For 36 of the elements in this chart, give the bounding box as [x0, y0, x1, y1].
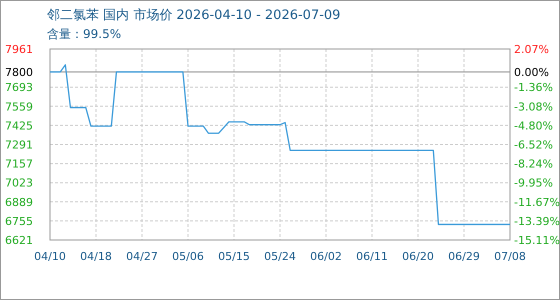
x-tick-label: 04/27 — [126, 250, 158, 263]
y-tick-label: 7425 — [5, 119, 33, 132]
y2-tick-label: -13.39% — [514, 214, 560, 228]
y2-tick-label: -11.67% — [514, 196, 560, 209]
y-tick-label: 7559 — [5, 100, 33, 114]
x-tick-label: 05/06 — [172, 250, 204, 263]
x-tick-label: 06/20 — [402, 250, 434, 263]
y2-tick-label: -3.08% — [514, 100, 553, 114]
x-tick-label: 06/11 — [356, 250, 388, 263]
x-tick-label: 06/02 — [310, 250, 342, 263]
y-tick-label: 7023 — [5, 176, 33, 190]
y-tick-label: 7693 — [5, 81, 33, 94]
x-tick-label: 06/29 — [448, 250, 480, 263]
y-tick-label: 6889 — [5, 196, 33, 209]
y2-tick-label: 0.00% — [514, 66, 549, 80]
y2-tick-label: -15.11% — [514, 234, 560, 247]
x-tick-label: 05/24 — [264, 250, 296, 263]
y-tick-label: 7800 — [5, 66, 33, 79]
y2-tick-label: -9.95% — [514, 176, 553, 190]
y-tick-label: 7961 — [5, 43, 33, 56]
y2-tick-label: -8.24% — [514, 158, 553, 171]
x-tick-label: 04/18 — [80, 250, 112, 263]
x-tick-label: 04/10 — [34, 250, 66, 263]
y-tick-label: 6755 — [5, 214, 33, 228]
y-tick-label: 6621 — [5, 234, 33, 247]
chart-title: 邻二氯苯 国内 市场价 2026-04-10 - 2026-07-09 — [47, 8, 340, 23]
line-series — [49, 64, 511, 226]
y2-tick-label: -6.52% — [514, 138, 553, 152]
y2-tick-label: -4.80% — [514, 119, 553, 132]
x-tick-label: 07/08 — [494, 250, 526, 263]
y-tick-label: 7291 — [5, 138, 33, 152]
chart-subtitle: 含量：99.5% — [47, 27, 122, 41]
y2-tick-label: 2.07% — [514, 43, 549, 56]
y-tick-label: 7157 — [5, 158, 33, 171]
y2-tick-label: -1.36% — [514, 81, 553, 94]
x-tick-label: 05/15 — [218, 250, 250, 263]
